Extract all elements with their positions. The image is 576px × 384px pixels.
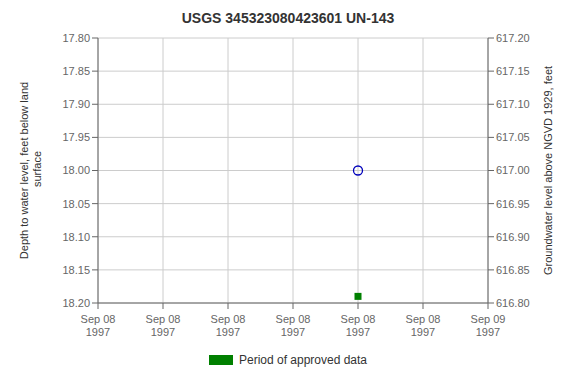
svg-text:616.85: 616.85 — [496, 264, 530, 276]
html-text:USGS 345323080423601 UN-143: USGS 345323080423601 UN-143 — [181, 10, 395, 26]
svg-text:Sep 081997: Sep 081997 — [276, 313, 311, 338]
svg-text:17.95: 17.95 — [62, 131, 90, 143]
svg-text:18.20: 18.20 — [62, 297, 90, 309]
svg-text:18.00: 18.00 — [62, 164, 90, 176]
svg-text:17.85: 17.85 — [62, 65, 90, 77]
svg-text:Groundwater level above NGVD 1: Groundwater level above NGVD 1929, feet — [542, 66, 554, 275]
svg-text:17.80: 17.80 — [62, 32, 90, 44]
html-text:Period of approved data: Period of approved data — [239, 353, 367, 367]
svg-text:617.05: 617.05 — [496, 131, 530, 143]
svg-text:Sep 081997: Sep 081997 — [406, 313, 441, 338]
svg-text:616.80: 616.80 — [496, 297, 530, 309]
svg-text:617.00: 617.00 — [496, 164, 530, 176]
svg-text:Sep 081997: Sep 081997 — [341, 313, 376, 338]
svg-text:617.10: 617.10 — [496, 98, 530, 110]
svg-text:616.95: 616.95 — [496, 198, 530, 210]
svg-text:18.15: 18.15 — [62, 264, 90, 276]
svg-text:616.90: 616.90 — [496, 231, 530, 243]
svg-text:18.10: 18.10 — [62, 231, 90, 243]
svg-text:617.20: 617.20 — [496, 32, 530, 44]
svg-text:17.90: 17.90 — [62, 98, 90, 110]
svg-text:Depth to water level, feet bel: Depth to water level, feet below land su… — [18, 82, 43, 259]
svg-text:617.15: 617.15 — [496, 65, 530, 77]
svg-text:Sep 081997: Sep 081997 — [146, 313, 181, 338]
svg-text:18.05: 18.05 — [62, 198, 90, 210]
svg-text:Sep 091997: Sep 091997 — [471, 313, 506, 338]
svg-text:Sep 081997: Sep 081997 — [81, 313, 116, 338]
svg-text:Sep 081997: Sep 081997 — [211, 313, 246, 338]
